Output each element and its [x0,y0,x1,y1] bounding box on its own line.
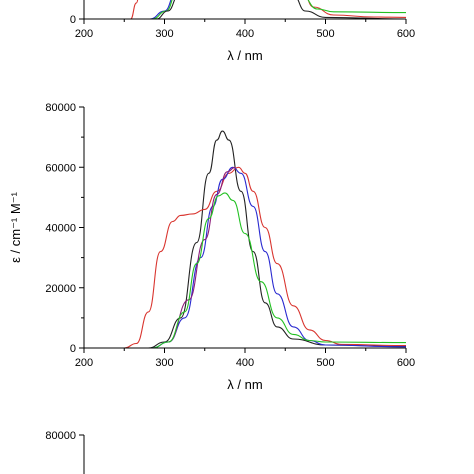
chart-1-x-tick-label: 600 [397,357,415,369]
chart-0-x-tick-label: 600 [397,28,415,40]
chart-1-series-line-4 [152,192,407,349]
chart-0-series-line-5 [307,0,407,18]
chart-1-series-line-2 [152,166,407,349]
chart-1-y-tick-label: 20000 [45,283,76,295]
top-chart-panel: 0 200 300 400 500 600 λ / nm [70,0,415,63]
chart-1-x-tick-label: 400 [236,357,254,369]
chart-1-series-line-3 [168,166,236,343]
chart-1-series-line-0 [148,130,407,349]
chart-1-series-line-1 [124,166,407,349]
chart-0-series-line-3 [156,0,176,20]
chart-1-x-tick-label: 500 [316,357,334,369]
chart-0-series-line-0 [130,0,139,20]
bottom-chart-panel: 80000 [45,430,85,474]
chart-1-x-axis-label: λ / nm [227,377,262,392]
chart-0-y-tick-label: 0 [70,14,76,26]
chart-1-x-tick-label: 200 [75,357,93,369]
chart-0-x-tick-label: 300 [155,28,173,40]
chart-1-y-tick-label: 40000 [45,223,76,235]
chart-0-x-tick-label: 500 [316,28,334,40]
chart-1-y-tick-label: 0 [70,343,76,355]
chart-1-x-tick-label: 300 [155,357,173,369]
chart-0-series-line-2 [152,0,173,20]
chart-2-y-tick-label: 80000 [45,430,76,442]
chart-1-y-axis-label: ε / cm⁻¹ M⁻¹ [8,191,23,262]
chart-1-y-tick-label: 60000 [45,162,76,174]
chart-0-series-line-1 [149,0,172,20]
chart-0-x-tick-label: 200 [75,28,93,40]
chart-1-y-tick-label: 80000 [45,102,76,114]
chart-0-series-line-6 [307,0,407,14]
chart-0-x-axis-label: λ / nm [227,48,262,63]
chart-0-x-tick-label: 400 [236,28,254,40]
middle-chart-panel: 0 20000 40000 60000 80000 200 300 400 500 600 λ / … [8,102,415,392]
chart-0-series-line-4 [297,0,407,20]
